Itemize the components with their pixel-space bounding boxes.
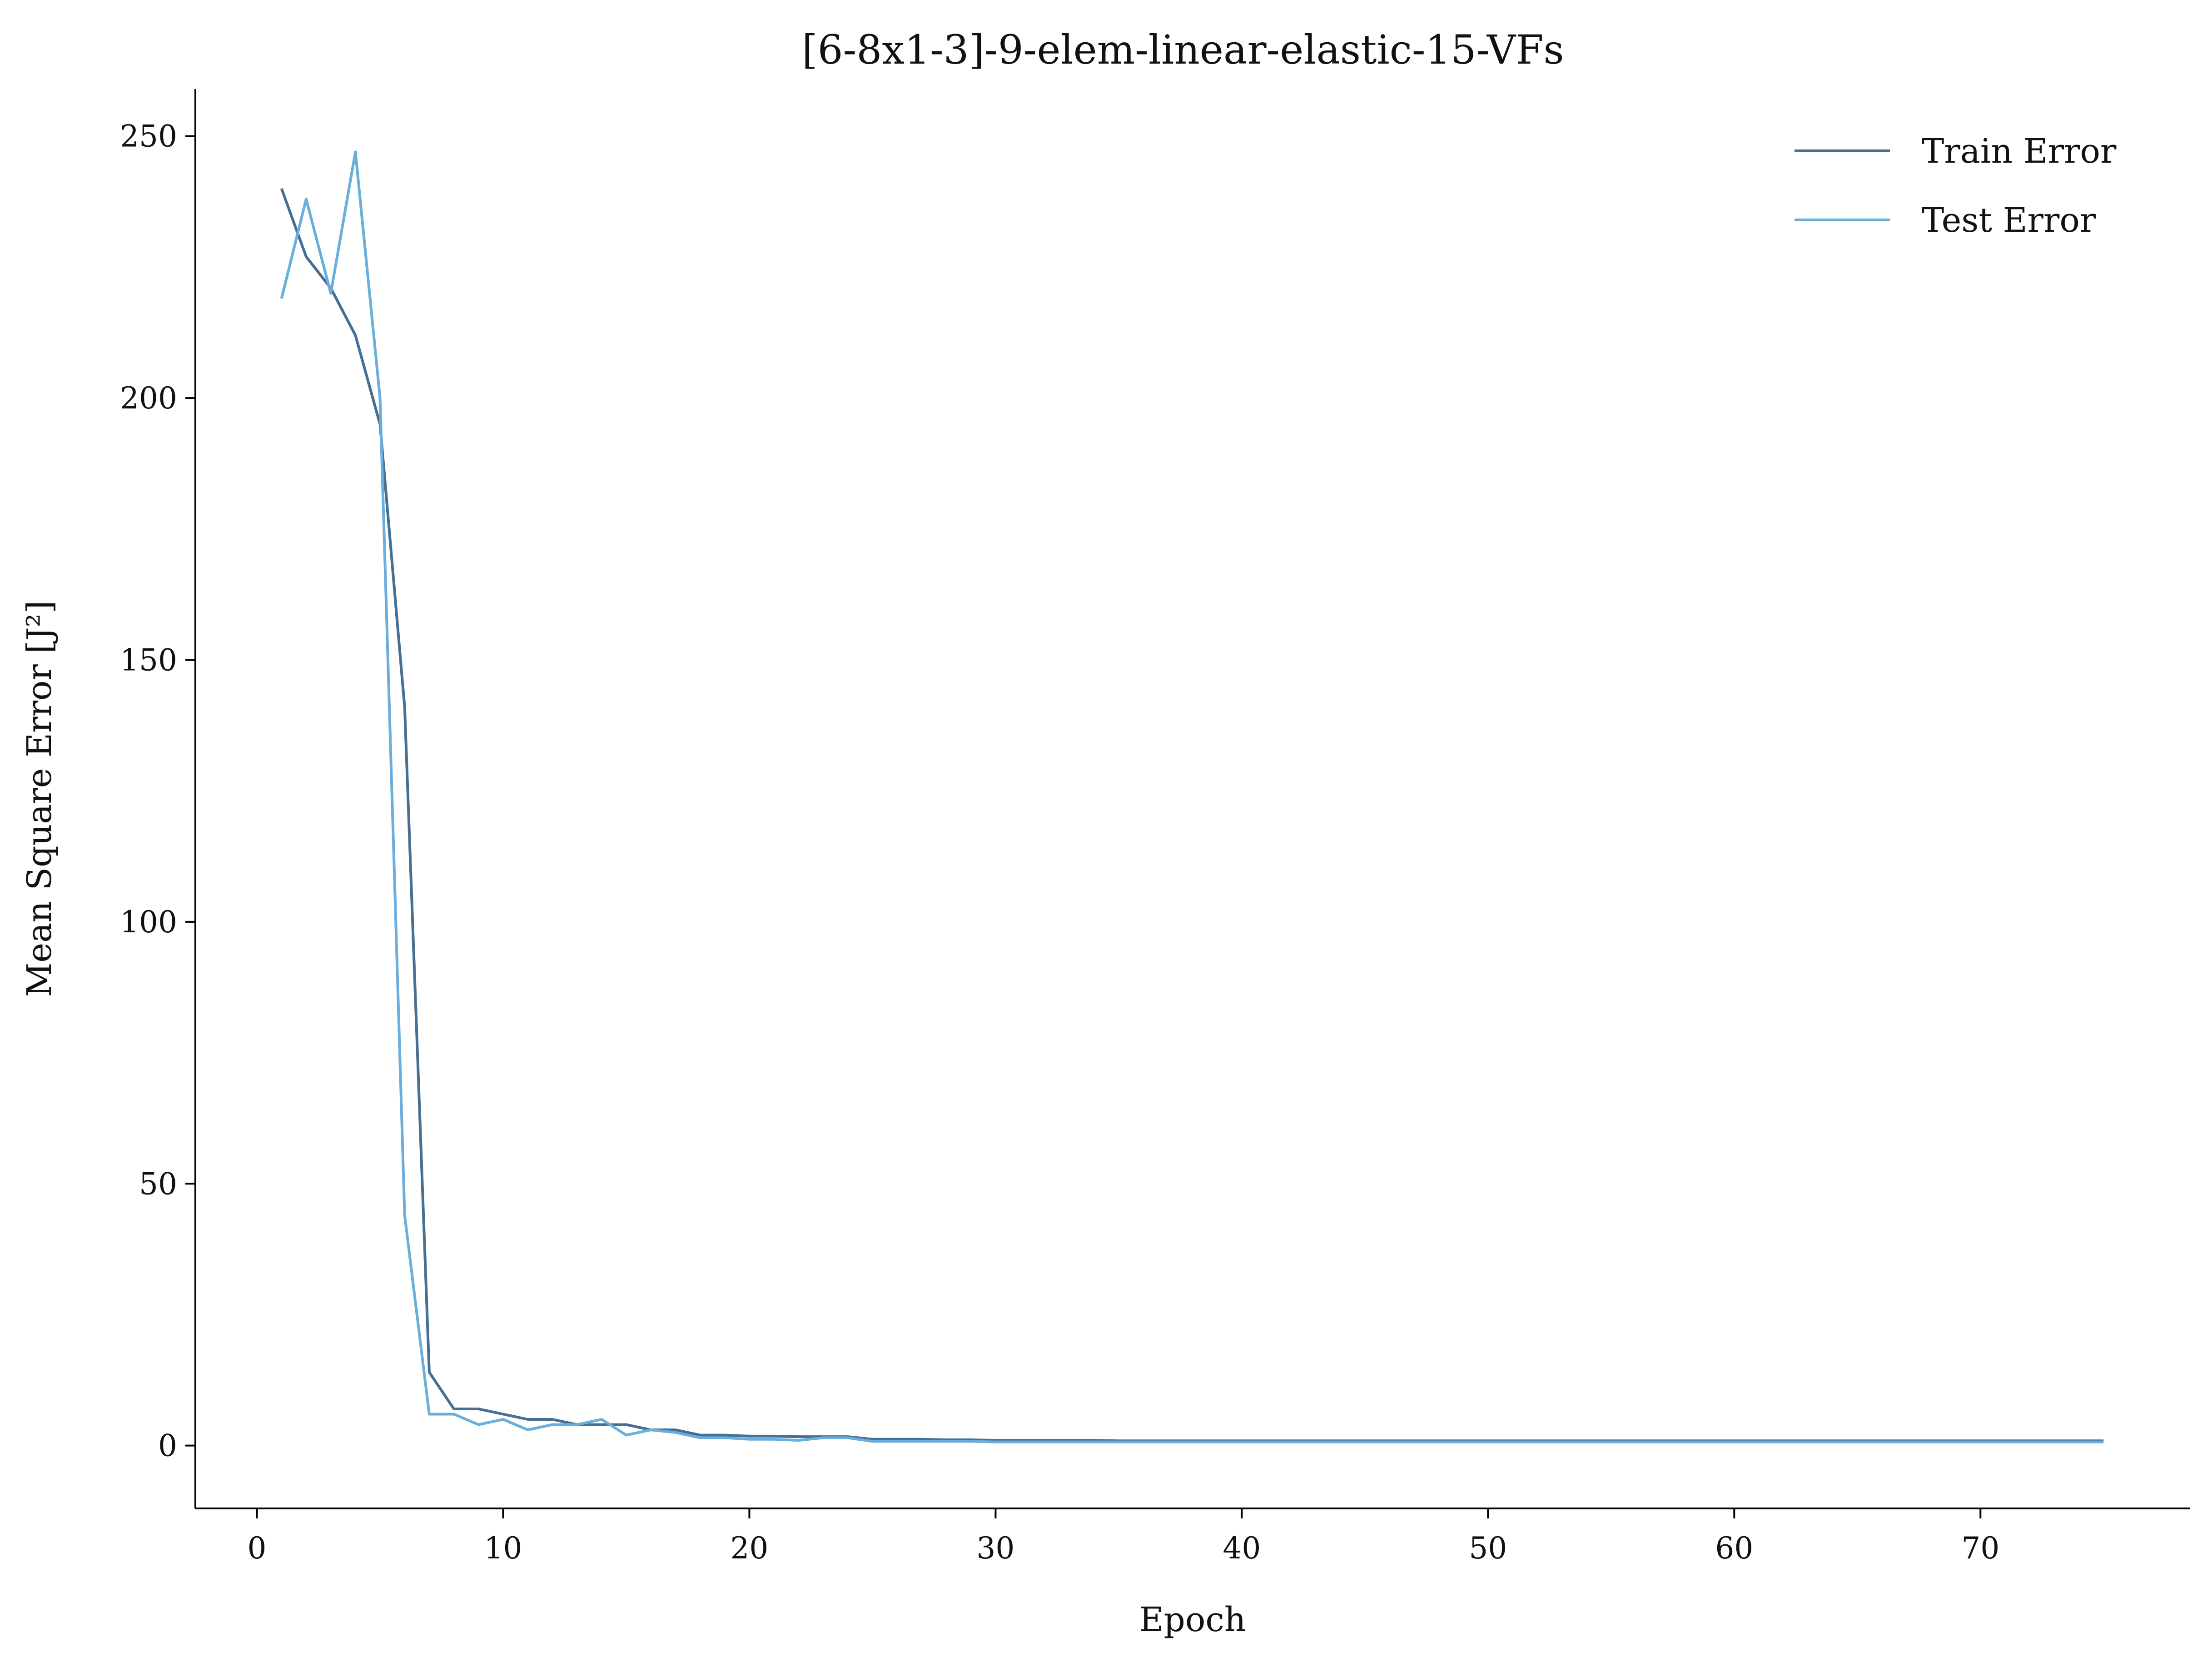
legend-label-train-error: Train Error (1922, 132, 2117, 171)
series-line-train-error (280, 188, 2104, 1443)
plot-lines (280, 150, 2104, 1443)
y-tick-label: 0 (158, 1428, 177, 1463)
x-tick-label: 60 (1715, 1531, 1753, 1566)
x-tick-label: 70 (1961, 1531, 1999, 1566)
y-ticks: 0 50 100 150 200 250 (120, 119, 195, 1463)
x-tick-label: 10 (484, 1531, 522, 1566)
x-ticks: 0 10 20 30 40 50 60 70 (247, 1508, 1999, 1566)
x-tick-label: 20 (730, 1531, 768, 1566)
x-tick-label: 0 (247, 1531, 266, 1566)
legend: Train Error Test Error (1794, 132, 2117, 240)
y-axis-label: Mean Square Error [J²] (20, 601, 59, 997)
y-tick-label: 250 (120, 119, 177, 154)
y-tick-label: 50 (139, 1166, 177, 1201)
chart-title: [6-8x1-3]-9-elem-linear-elastic-15-VFs (802, 26, 1564, 73)
x-tick-label: 40 (1223, 1531, 1261, 1566)
x-tick-label: 50 (1469, 1531, 1507, 1566)
y-tick-label: 150 (120, 643, 177, 678)
x-tick-label: 30 (976, 1531, 1014, 1566)
series-line-test-error (280, 150, 2104, 1443)
x-axis-label: Epoch (1139, 1600, 1246, 1639)
y-tick-label: 100 (120, 905, 177, 940)
y-tick-label: 200 (120, 381, 177, 416)
legend-label-test-error: Test Error (1922, 201, 2096, 240)
